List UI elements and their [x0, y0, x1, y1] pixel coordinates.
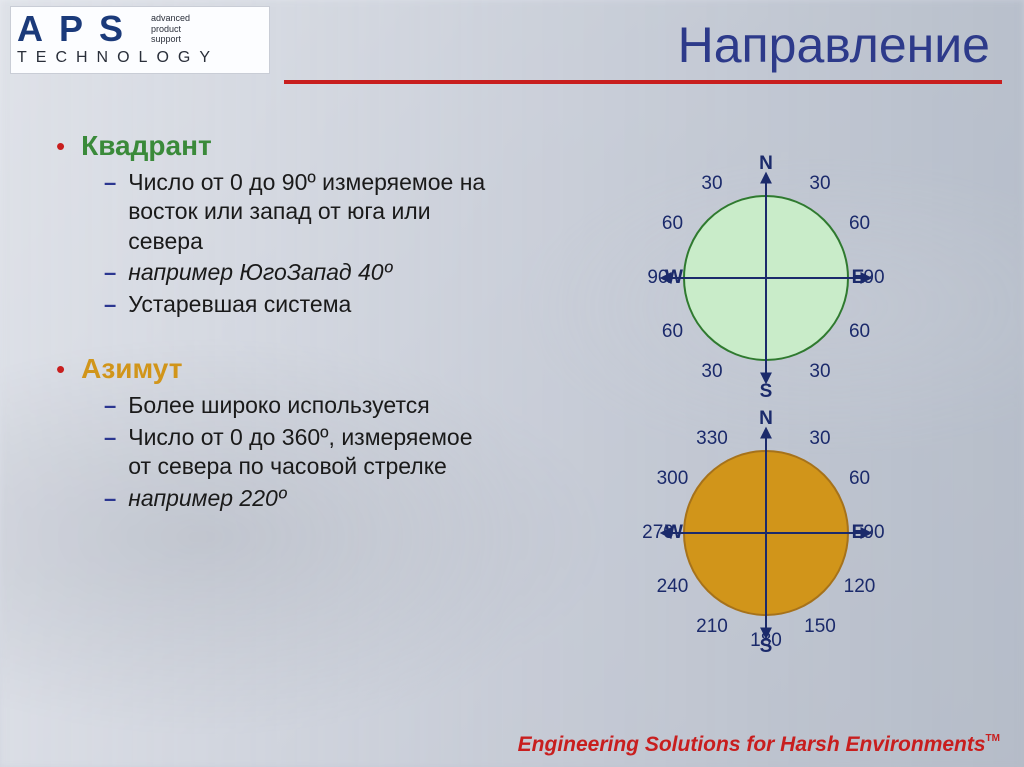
- azimuth-item-2-text: Число от 0 до 360º, измеряемое от севера…: [128, 423, 496, 482]
- tick-240: 240: [657, 576, 689, 598]
- tick-210: 30: [701, 361, 722, 383]
- cardinal-n: N: [759, 408, 773, 430]
- tick-210: 210: [696, 616, 728, 638]
- tick-60: 60: [849, 468, 870, 490]
- logo-brand: APS: [17, 11, 139, 47]
- azimuth-item-3-text: например 220º: [128, 484, 286, 513]
- footer-text: Engineering Solutions for Harsh Environm…: [518, 733, 986, 756]
- quadrant-heading: Квадрант: [81, 130, 212, 162]
- diagrams: NS30609060303060906030EW NS3060901201501…: [556, 158, 976, 703]
- tick-60: 60: [849, 213, 870, 235]
- azimuth-item-2: – Число от 0 до 360º, измеряемое от севе…: [104, 423, 496, 482]
- tick-330: 330: [696, 428, 728, 450]
- logo-tag-1: advanced: [151, 13, 190, 24]
- tick-180: 180: [750, 630, 782, 652]
- text-column: • Квадрант – Число от 0 до 90º измеряемо…: [56, 130, 496, 515]
- bullet-dash-icon: –: [104, 292, 116, 318]
- tick-90: 90: [863, 522, 884, 544]
- tick-300: 60: [662, 213, 683, 235]
- bullet-dash-icon: –: [104, 260, 116, 286]
- logo-tag-3: support: [151, 34, 190, 45]
- tick-150: 30: [809, 361, 830, 383]
- logo-tag-2: product: [151, 24, 190, 35]
- bullet-dot-icon: •: [56, 356, 65, 382]
- bullet-dot-icon: •: [56, 133, 65, 159]
- cardinal-n: N: [759, 153, 773, 175]
- quadrant-item-3: – Устаревшая система: [104, 290, 496, 319]
- azimuth-item-3: – например 220º: [104, 484, 496, 513]
- quadrant-item-2: – например ЮгоЗапад 40º: [104, 258, 496, 287]
- footer-tagline: Engineering Solutions for Harsh Environm…: [518, 733, 1000, 757]
- logo-sub: TECHNOLOGY: [17, 49, 219, 67]
- compass-quadrant: NS30609060303060906030EW: [601, 158, 931, 403]
- quadrant-item-1-text: Число от 0 до 90º измеряемое на восток и…: [128, 168, 496, 256]
- tick-90: 90: [863, 267, 884, 289]
- tick-330: 30: [701, 173, 722, 195]
- quadrant-item-3-text: Устаревшая система: [128, 290, 351, 319]
- bullet-dash-icon: –: [104, 170, 116, 196]
- cardinal-e: E: [852, 267, 865, 289]
- bullet-dash-icon: –: [104, 425, 116, 451]
- bullet-dash-icon: –: [104, 486, 116, 512]
- cardinal-s: S: [760, 381, 773, 403]
- logo-tagline: advanced product support: [151, 13, 190, 45]
- compass-svg: [601, 403, 931, 703]
- slide-title: Направление: [678, 16, 990, 74]
- tick-30: 30: [809, 428, 830, 450]
- cardinal-w: W: [665, 522, 683, 544]
- tick-30: 30: [809, 173, 830, 195]
- tick-300: 300: [657, 468, 689, 490]
- quadrant-item-2-text: например ЮгоЗапад 40º: [128, 258, 392, 287]
- logo: APS advanced product support TECHNOLOGY: [10, 6, 270, 74]
- footer-tm: TM: [986, 733, 1000, 744]
- tick-120: 120: [844, 576, 876, 598]
- tick-240: 60: [662, 321, 683, 343]
- bullet-dash-icon: –: [104, 393, 116, 419]
- azimuth-item-1-text: Более широко используется: [128, 391, 429, 420]
- bullet-azimuth: • Азимут: [56, 353, 496, 385]
- quadrant-item-1: – Число от 0 до 90º измеряемое на восток…: [104, 168, 496, 256]
- cardinal-e: E: [852, 522, 865, 544]
- azimuth-heading: Азимут: [81, 353, 182, 385]
- compass-azimuth: NS306090120150180210240270300330EW: [601, 403, 931, 703]
- tick-150: 150: [804, 616, 836, 638]
- azimuth-item-1: – Более широко используется: [104, 391, 496, 420]
- title-underline: [284, 80, 1002, 84]
- cardinal-w: W: [665, 267, 683, 289]
- bullet-quadrant: • Квадрант: [56, 130, 496, 162]
- tick-120: 60: [849, 321, 870, 343]
